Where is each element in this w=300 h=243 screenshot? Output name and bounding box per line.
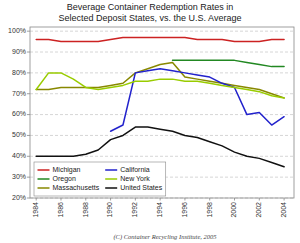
y-tick: [27, 52, 30, 53]
y-tick-label: 30%: [12, 173, 26, 180]
caption: (C) Container Recycling Institute, 2005: [113, 233, 217, 241]
title-line: Selected Deposit States, vs. the U.S. Av…: [59, 13, 242, 23]
y-tick-label: 100%: [8, 27, 26, 34]
legend-label: United States: [120, 184, 163, 191]
title: Beverage Container Redemption Rates inSe…: [59, 2, 242, 23]
legend-label: Michigan: [53, 166, 81, 174]
legend-swatch: [38, 169, 50, 171]
legend-swatch: [105, 178, 117, 180]
chart: Beverage Container Redemption Rates inSe…: [0, 0, 300, 243]
y-tick: [27, 72, 30, 73]
y-tick-label: 20%: [12, 194, 26, 201]
grid-line: [30, 31, 294, 32]
x-tick-label: 1990: [106, 202, 113, 218]
x-tick-label: 2002: [255, 202, 262, 218]
y-tick: [27, 135, 30, 136]
y-tick: [27, 31, 30, 32]
y-tick-label: 70%: [12, 90, 26, 97]
grid-line: [30, 52, 294, 53]
legend-swatch: [38, 187, 50, 189]
x-tick-label: 1996: [181, 202, 188, 218]
series-line: [36, 127, 284, 167]
series-line: [36, 37, 284, 41]
grid-line: [30, 72, 294, 73]
x-tick-label: 1992: [131, 202, 138, 218]
y-tick-label: 40%: [12, 152, 26, 159]
series-line: [36, 62, 284, 97]
legend-swatch: [105, 169, 117, 171]
x-tick-label: 1988: [82, 202, 89, 218]
legend-label: Oregon: [53, 175, 76, 183]
legend-swatch: [105, 187, 117, 189]
y-tick: [27, 93, 30, 94]
y-tick: [27, 114, 30, 115]
y-tick-label: 50%: [12, 131, 26, 138]
x-tick-label: 2000: [230, 202, 237, 218]
lines: [36, 37, 284, 166]
y-tick: [27, 198, 30, 199]
grid-line: [30, 114, 294, 115]
series-line: [36, 73, 284, 98]
y-tick: [27, 156, 30, 157]
y-tick: [27, 177, 30, 178]
x-tick-label: 1986: [57, 202, 64, 218]
grid-line: [30, 93, 294, 94]
x-tick-label: 2004: [280, 202, 287, 218]
y-tick-label: 90%: [12, 48, 26, 55]
x-tick-label: 1984: [32, 202, 39, 218]
legend-label: California: [120, 166, 150, 173]
grid-line: [30, 135, 294, 136]
series-line: [111, 69, 285, 132]
legend-label: New York: [120, 175, 150, 182]
plot-frame: [30, 27, 294, 198]
legend-label: Massachusetts: [53, 184, 100, 191]
legend-swatch: [38, 178, 50, 180]
x-tick-label: 1994: [156, 202, 163, 218]
x-tick-label: 1998: [206, 202, 213, 218]
legend-frame: [34, 162, 166, 196]
title-line: Beverage Container Redemption Rates in: [67, 2, 234, 12]
series-line: [173, 60, 285, 66]
y-tick-label: 80%: [12, 69, 26, 76]
y-tick-label: 60%: [12, 110, 26, 117]
legend: MichiganOregonMassachusetts California New…: [34, 162, 166, 196]
